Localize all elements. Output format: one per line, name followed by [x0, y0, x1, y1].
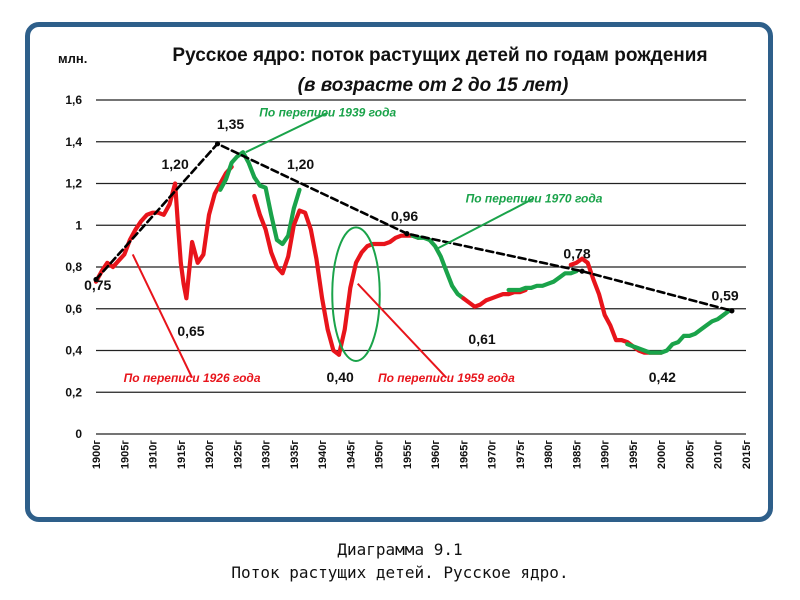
- annotation-pointer: [131, 254, 193, 379]
- x-tick-label: 1945г: [345, 440, 357, 469]
- x-tick-label: 1920г: [204, 440, 216, 469]
- x-tick-label: 1955г: [402, 440, 414, 469]
- data-value-label: 1,35: [217, 116, 244, 132]
- y-tick-label: 1,2: [65, 177, 82, 191]
- annotations: По переписи 1939 года По переписи 1970 го…: [124, 106, 603, 385]
- data-value-label: 0,96: [391, 208, 418, 224]
- y-tick-label: 0: [75, 427, 82, 441]
- data-value-label: 0,59: [711, 287, 738, 303]
- x-tick-label: 1940г: [317, 440, 329, 469]
- data-value-label: 0,75: [84, 277, 111, 293]
- y-axis-tick-labels: 0 0,2 0,4 0,6 0,8 1 1,2 1,4 1,6: [65, 93, 82, 441]
- annotation-pointer: [245, 111, 329, 154]
- x-tick-label: 1900г: [91, 440, 103, 469]
- data-value-label: 1,20: [162, 156, 189, 172]
- series-lines: [93, 141, 735, 357]
- y-tick-label: 1,4: [65, 135, 82, 149]
- x-tick-label: 1915г: [176, 440, 188, 469]
- envelope-point: [579, 268, 585, 274]
- annotation-label: По переписи 1970 года: [466, 191, 603, 205]
- data-value-label: 0,61: [468, 331, 495, 347]
- ellipse-highlight: [331, 226, 381, 362]
- data-value-label: 0,42: [649, 369, 676, 385]
- data-value-label: 0,40: [327, 369, 354, 385]
- x-tick-label: 1935г: [289, 440, 301, 469]
- data-value-label: 0,65: [177, 323, 204, 339]
- data-value-label: 0,78: [563, 246, 590, 262]
- x-tick-label: 1925г: [232, 440, 244, 469]
- annotation-label: По переписи 1939 года: [259, 106, 396, 120]
- x-tick-label: 2005г: [684, 440, 696, 469]
- envelope-point: [93, 276, 99, 283]
- census-series-line: [625, 308, 732, 355]
- x-tick-label: 1905г: [119, 440, 131, 469]
- annotation-pointer: [356, 283, 448, 379]
- y-tick-label: 0,4: [65, 344, 82, 358]
- figure-caption-number: Диаграмма 9.1: [337, 540, 463, 559]
- census-series-line: [461, 287, 528, 309]
- envelope-point: [214, 141, 221, 147]
- x-tick-label: 1930г: [261, 440, 273, 469]
- x-tick-label: 2015г: [741, 440, 753, 469]
- annotation-label: По переписи 1959 года: [378, 371, 515, 385]
- data-value-label: 1,20: [287, 156, 314, 172]
- x-tick-label: 1960г: [430, 440, 442, 469]
- annotation-pointer: [437, 197, 535, 250]
- x-axis-tick-labels: 1900г 1905г 1910г 1915г 1920г 1925г 1930г 1935г…: [91, 440, 753, 469]
- chart-subtitle: (в возрасте от 2 до 15 лет): [298, 75, 569, 96]
- highlight-ellipse: [331, 226, 381, 362]
- census-series-line: [218, 150, 302, 247]
- value-labels: 0,75 1,20 0,65 1,35 1,20 0,40 0,96 0,61 0,78 0,42…: [84, 116, 739, 385]
- x-tick-label: 1950г: [374, 440, 386, 469]
- census-series-line: [336, 233, 421, 357]
- chart-frame: [25, 22, 773, 522]
- x-tick-label: 1970г: [487, 440, 499, 469]
- census-series-line: [252, 193, 342, 357]
- y-axis-unit-label: млн.: [58, 51, 87, 66]
- y-tick-label: 1,6: [65, 93, 82, 107]
- x-tick-label: 1990г: [600, 440, 612, 469]
- y-tick-label: 0,6: [65, 302, 82, 316]
- figure-caption-title: Поток растущих детей. Русское ядро.: [231, 563, 569, 582]
- envelope-point: [729, 308, 735, 314]
- census-series-line: [506, 269, 579, 293]
- gridlines: [96, 99, 746, 435]
- x-tick-label: 2010г: [713, 440, 725, 469]
- x-tick-label: 1995г: [628, 440, 640, 469]
- envelope-point: [404, 231, 410, 237]
- chart-title: Русское ядро: поток растущих детей по го…: [172, 45, 707, 66]
- y-tick-label: 0,8: [65, 260, 82, 274]
- census-series-line: [93, 164, 234, 301]
- envelope-dashed-line: [94, 142, 734, 313]
- x-tick-label: 1980г: [543, 440, 555, 469]
- x-tick-label: 1985г: [571, 440, 583, 469]
- annotation-label: По переписи 1926 года: [124, 371, 261, 385]
- y-tick-label: 0,2: [65, 385, 82, 399]
- x-tick-label: 1910г: [148, 440, 160, 469]
- y-tick-label: 1: [75, 218, 82, 232]
- x-tick-label: 1975г: [515, 440, 527, 469]
- x-tick-label: 1965г: [458, 440, 470, 469]
- x-tick-label: 2000г: [656, 440, 668, 469]
